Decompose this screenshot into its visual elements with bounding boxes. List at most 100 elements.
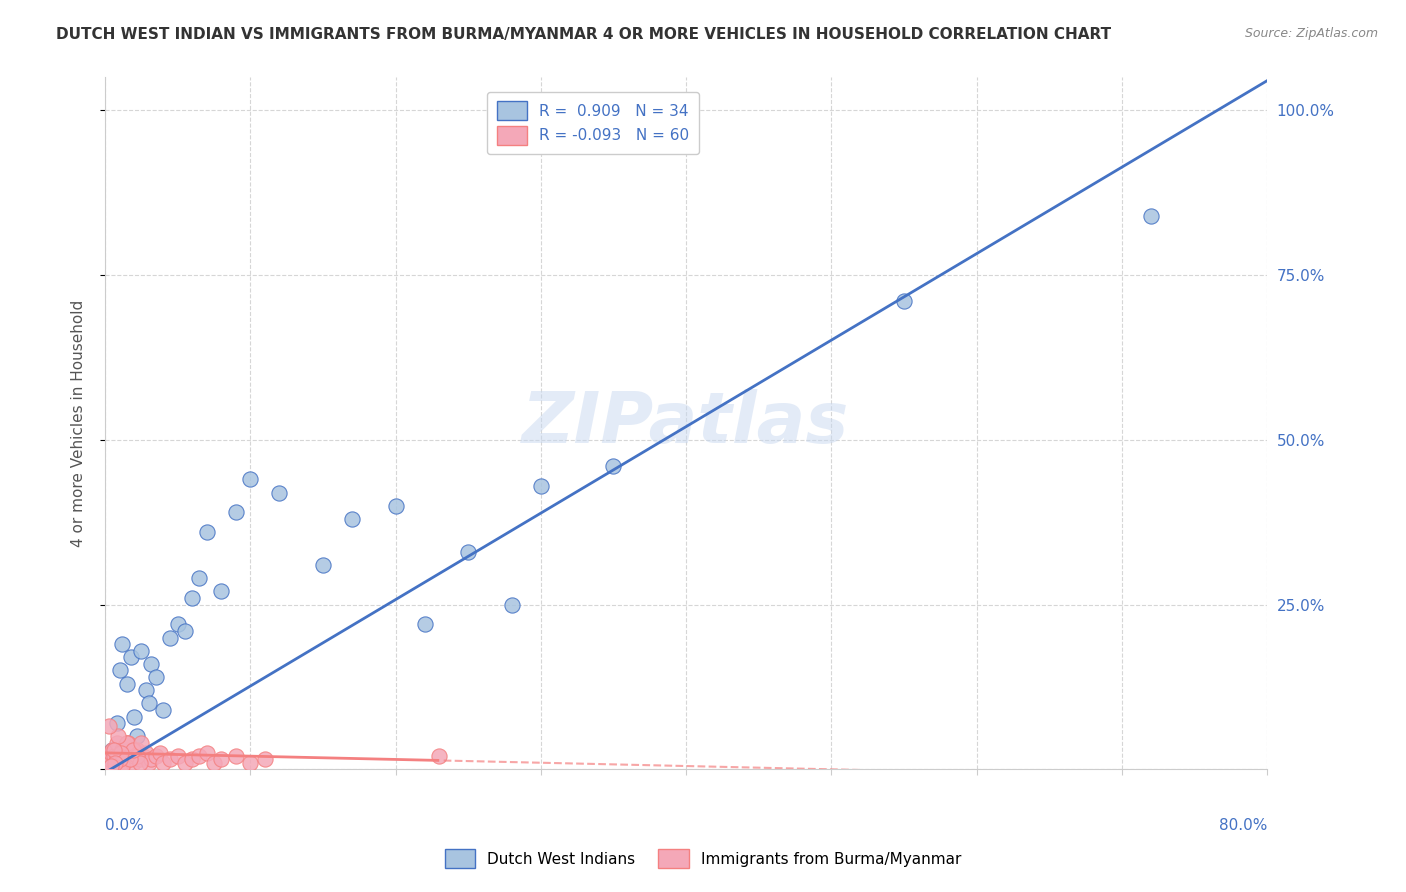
Point <box>115 736 138 750</box>
Point <box>122 749 145 764</box>
Point <box>103 742 125 756</box>
Point <box>125 749 148 764</box>
Point <box>115 736 138 750</box>
Text: 0.0%: 0.0% <box>105 818 143 833</box>
Point <box>108 664 131 678</box>
Point <box>108 749 131 764</box>
Point <box>97 749 120 764</box>
Point <box>110 746 132 760</box>
Point <box>107 752 129 766</box>
Point <box>202 756 225 770</box>
Point <box>195 746 218 760</box>
Point <box>120 650 142 665</box>
Point <box>413 617 436 632</box>
Point <box>152 756 174 770</box>
Point <box>166 749 188 764</box>
Point <box>135 746 157 760</box>
Point <box>145 670 167 684</box>
Point <box>121 742 143 756</box>
Point <box>159 631 181 645</box>
Point <box>173 624 195 638</box>
Point <box>104 756 127 770</box>
Point <box>1140 209 1163 223</box>
Point <box>188 571 211 585</box>
Point <box>181 591 204 605</box>
Point <box>101 742 124 756</box>
Point <box>457 545 479 559</box>
Point <box>340 512 363 526</box>
Point <box>173 756 195 770</box>
Point <box>195 525 218 540</box>
Point <box>530 479 553 493</box>
Text: ZIPatlas: ZIPatlas <box>522 389 849 458</box>
Point <box>122 709 145 723</box>
Point <box>269 485 291 500</box>
Point <box>209 584 232 599</box>
Point <box>122 742 145 756</box>
Point <box>117 736 139 750</box>
Point <box>138 756 160 770</box>
Point <box>384 499 406 513</box>
Point <box>152 703 174 717</box>
Point <box>96 756 118 770</box>
Point <box>98 752 121 766</box>
Point <box>225 749 247 764</box>
Point <box>98 719 121 733</box>
Point <box>188 749 211 764</box>
Point <box>131 643 153 657</box>
Point <box>138 697 160 711</box>
Point <box>111 637 134 651</box>
Point <box>128 756 150 770</box>
Point <box>149 746 172 760</box>
Point <box>104 756 127 770</box>
Point <box>100 746 122 760</box>
Point <box>101 742 124 756</box>
Text: Source: ZipAtlas.com: Source: ZipAtlas.com <box>1244 27 1378 40</box>
Point <box>427 749 450 764</box>
Point <box>181 752 204 766</box>
Point <box>105 716 128 731</box>
Point <box>114 749 136 764</box>
Point <box>107 730 129 744</box>
Legend: R =  0.909   N = 34, R = -0.093   N = 60: R = 0.909 N = 34, R = -0.093 N = 60 <box>488 92 699 153</box>
Point <box>118 752 141 766</box>
Point <box>128 752 150 766</box>
Point <box>112 756 135 770</box>
Point <box>225 505 247 519</box>
Point <box>111 759 134 773</box>
Text: DUTCH WEST INDIAN VS IMMIGRANTS FROM BURMA/MYANMAR 4 OR MORE VEHICLES IN HOUSEHO: DUTCH WEST INDIAN VS IMMIGRANTS FROM BUR… <box>56 27 1111 42</box>
Legend: Dutch West Indians, Immigrants from Burma/Myanmar: Dutch West Indians, Immigrants from Burm… <box>437 841 969 875</box>
Point <box>135 683 157 698</box>
Text: 80.0%: 80.0% <box>1219 818 1267 833</box>
Point <box>114 739 136 754</box>
Point <box>105 736 128 750</box>
Point <box>239 472 262 486</box>
Point <box>159 752 181 766</box>
Point <box>125 742 148 756</box>
Point <box>145 749 167 764</box>
Point <box>893 294 915 309</box>
Point <box>117 742 139 756</box>
Point <box>312 558 335 572</box>
Point <box>121 756 143 770</box>
Point <box>100 759 122 773</box>
Point <box>501 598 523 612</box>
Point <box>131 736 153 750</box>
Point <box>141 752 163 766</box>
Point <box>120 746 142 760</box>
Point <box>110 746 132 760</box>
Point <box>105 749 128 764</box>
Point <box>108 752 131 766</box>
Point <box>111 742 134 756</box>
Point <box>602 459 624 474</box>
Point <box>118 752 141 766</box>
Point <box>166 617 188 632</box>
Point <box>239 756 262 770</box>
Point <box>141 657 163 671</box>
Point <box>132 749 155 764</box>
Point <box>120 746 142 760</box>
Point <box>103 749 125 764</box>
Point <box>125 730 148 744</box>
Y-axis label: 4 or more Vehicles in Household: 4 or more Vehicles in Household <box>72 300 86 547</box>
Point <box>209 752 232 766</box>
